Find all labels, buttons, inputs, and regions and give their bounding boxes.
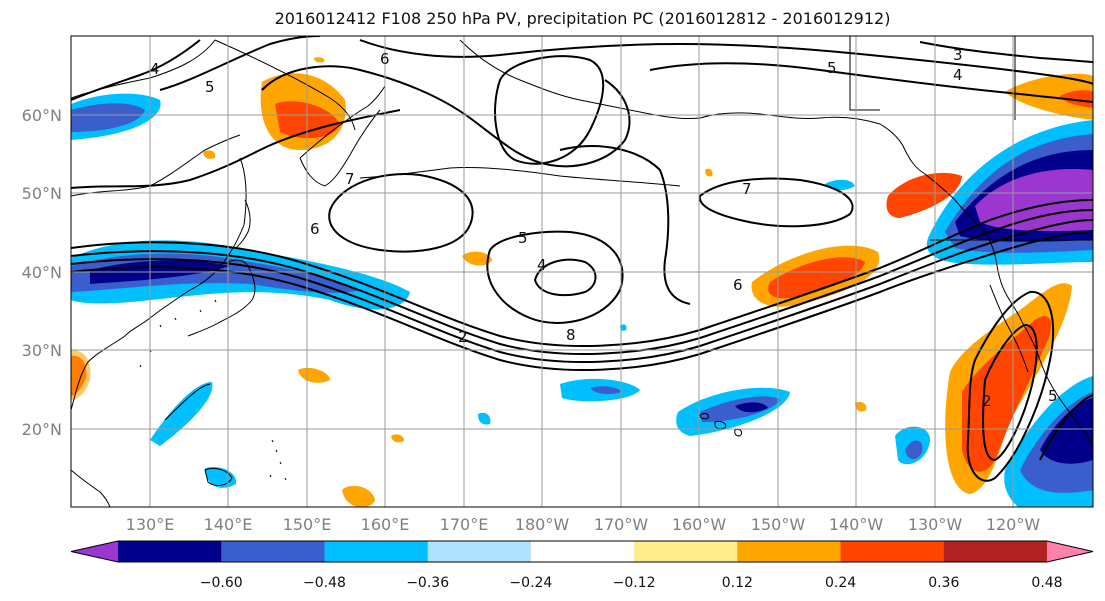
coastlines xyxy=(71,36,1093,507)
colorbar-tick-label: −0.60 xyxy=(200,575,243,591)
lat-label: 30°N xyxy=(22,341,62,360)
contour-label: 5 xyxy=(827,59,837,77)
graticule xyxy=(71,36,1093,507)
lon-label: 140°E xyxy=(204,515,253,534)
longitude-labels: 130°E 140°E 150°E 160°E 170°E 180°W 170°… xyxy=(126,515,1041,534)
lon-label: 160°E xyxy=(361,515,410,534)
contour-label: 5 xyxy=(1048,387,1058,405)
colorbar-cell xyxy=(634,541,738,562)
colorbar-cell xyxy=(427,541,532,562)
contour-label: 6 xyxy=(310,220,320,238)
colorbar-tick-label: 0.12 xyxy=(722,575,753,591)
lon-label: 120°W xyxy=(986,515,1041,534)
contour-label: 4 xyxy=(537,256,547,274)
contour-label: 3 xyxy=(953,46,963,64)
map-frame xyxy=(70,35,1094,508)
colorbar-cell xyxy=(118,541,222,562)
lat-label: 40°N xyxy=(22,263,62,282)
colorbar-cell xyxy=(737,541,842,562)
lon-label: 180°W xyxy=(515,515,570,534)
colorbar-tick-label: 0.48 xyxy=(1031,575,1062,591)
lon-label: 170°W xyxy=(594,515,649,534)
lon-label: 140°W xyxy=(829,515,884,534)
map-area: 4 5 6 3 4 5 7 6 5 4 7 6 2 8 2 5 xyxy=(71,36,1093,507)
colorbar-extend-max xyxy=(1047,541,1093,562)
colorbar-tick-label: −0.12 xyxy=(613,575,656,591)
lon-label: 130°E xyxy=(126,515,175,534)
colorbar-cell xyxy=(324,541,429,562)
contour-label: 8 xyxy=(566,326,576,344)
lon-label: 160°W xyxy=(672,515,727,534)
precip-shading xyxy=(71,57,1093,507)
pv-contours xyxy=(71,36,1093,482)
contour-labels: 4 5 6 3 4 5 7 6 5 4 7 6 2 8 2 5 xyxy=(150,46,1058,410)
contour-label: 7 xyxy=(345,170,355,188)
lat-label: 50°N xyxy=(22,184,62,203)
contour-label: 7 xyxy=(742,180,752,198)
contour-label: 2 xyxy=(458,328,468,346)
colorbar-extend-min xyxy=(71,541,118,562)
contour-label: 6 xyxy=(733,276,743,294)
colorbar-tick-label: 0.36 xyxy=(928,575,959,591)
lat-label: 60°N xyxy=(22,106,62,125)
contour-label: 2 xyxy=(982,392,992,410)
colorbar-tick-label: 0.24 xyxy=(825,575,856,591)
contour-label: 5 xyxy=(205,78,215,96)
colorbar-tick-label: −0.24 xyxy=(509,575,552,591)
lon-label: 170°E xyxy=(440,515,489,534)
latitude-labels: 60°N 50°N 40°N 30°N 20°N xyxy=(22,106,62,439)
lat-label: 20°N xyxy=(22,420,62,439)
figure-title: 2016012412 F108 250 hPa PV, precipitatio… xyxy=(274,9,891,28)
colorbar-tick-label: −0.48 xyxy=(303,575,346,591)
contour-label: 6 xyxy=(380,50,390,68)
lon-label: 150°E xyxy=(283,515,332,534)
lon-label: 150°W xyxy=(751,515,806,534)
colorbar-cell xyxy=(530,541,635,562)
colorbar-cell xyxy=(840,541,945,562)
contour-label: 4 xyxy=(953,66,963,84)
contour-label: 4 xyxy=(150,60,160,78)
colorbar-cell xyxy=(221,541,325,562)
colorbar-cell xyxy=(943,541,1048,562)
colorbar-outline xyxy=(70,540,1094,563)
colorbar: −0.60 −0.48 −0.36 −0.24 −0.12 0.12 0.24 0.36 0.4… xyxy=(70,540,1094,591)
colorbar-tick-label: −0.36 xyxy=(406,575,449,591)
contour-label: 5 xyxy=(518,229,528,247)
lon-label: 130°W xyxy=(908,515,963,534)
